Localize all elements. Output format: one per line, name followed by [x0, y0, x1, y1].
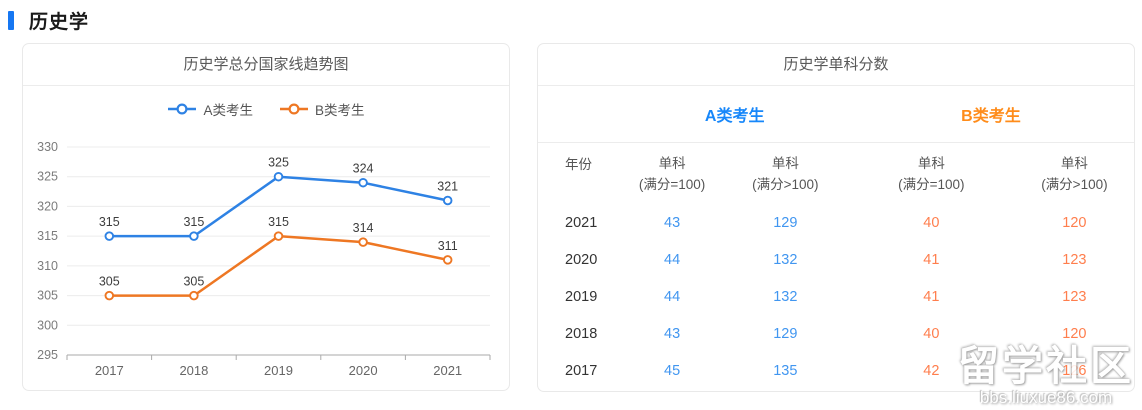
score-cell: 41 [923, 288, 940, 305]
accent-bar-icon [8, 11, 14, 30]
column-header: 单科 (满分=100) [638, 156, 706, 193]
score-cell: 40 [923, 325, 940, 342]
svg-text:325: 325 [37, 170, 58, 184]
group-header-spacer [538, 86, 622, 143]
score-cell: 44 [664, 251, 681, 268]
score-cell: 129 [773, 325, 798, 342]
score-cell: 126 [1062, 362, 1087, 379]
column-header: 单科 (满分>100) [1041, 156, 1108, 193]
table-row: 2020 44 132 41 123 [538, 241, 1134, 278]
column-header-row: 年份 单科 (满分=100) 单科 (满分>100) 单科 (满分=100) 单科 (满分>10… [538, 142, 1134, 204]
column-header: 年份 [565, 156, 592, 172]
score-cell: 135 [773, 362, 798, 379]
svg-text:324: 324 [353, 162, 374, 176]
svg-text:295: 295 [37, 348, 58, 362]
group-header-a: A类考生 [621, 86, 848, 143]
svg-text:314: 314 [353, 221, 374, 235]
svg-text:2018: 2018 [179, 363, 208, 378]
score-cell: 129 [773, 214, 798, 231]
score-cell: 120 [1062, 325, 1087, 342]
legend-marker-icon [168, 103, 197, 115]
table-card-title: 历史学单科分数 [538, 44, 1134, 86]
year-cell: 2018 [565, 325, 598, 342]
svg-text:315: 315 [183, 215, 204, 229]
chart-card: 历史学总分国家线趋势图 A类考生 B类考生 295 300 305 310 315 320 3… [22, 43, 510, 391]
svg-text:2019: 2019 [264, 363, 293, 378]
group-header-b: B类考生 [847, 86, 1134, 143]
column-header: 单科 (满分=100) [898, 156, 965, 193]
table-row: 2017 45 135 42 126 [538, 352, 1134, 389]
score-cell: 43 [664, 325, 681, 342]
legend-marker-icon [280, 103, 308, 115]
svg-text:330: 330 [37, 140, 58, 154]
svg-text:305: 305 [183, 275, 204, 289]
svg-text:310: 310 [37, 259, 58, 273]
score-cell: 41 [923, 251, 940, 268]
svg-text:315: 315 [268, 215, 289, 229]
legend-item-b[interactable]: B类考生 [279, 99, 365, 119]
score-cell: 132 [773, 251, 798, 268]
score-cell: 123 [1062, 288, 1087, 305]
score-cell: 43 [664, 214, 681, 231]
svg-text:305: 305 [99, 275, 120, 289]
svg-text:305: 305 [37, 289, 58, 303]
svg-text:321: 321 [437, 180, 458, 194]
year-cell: 2020 [565, 251, 598, 268]
score-cell: 40 [923, 214, 940, 231]
legend-label: B类考生 [315, 103, 365, 118]
svg-text:2017: 2017 [95, 363, 124, 378]
table-card: 历史学单科分数 A类考生 B类考生 年份 单科 (满分=100) 单科 (满分>100)… [537, 43, 1135, 392]
score-cell: 120 [1062, 214, 1087, 231]
score-table-body: 2021 43 129 40 120 2020 44 132 41 123 2019 44 132 41 1… [538, 204, 1134, 389]
svg-text:315: 315 [99, 215, 120, 229]
svg-text:311: 311 [438, 239, 458, 253]
svg-text:300: 300 [37, 318, 58, 332]
cards-container: 历史学总分国家线趋势图 A类考生 B类考生 295 300 305 310 315 320 3… [0, 43, 1142, 392]
svg-text:2021: 2021 [433, 363, 462, 378]
score-table: A类考生 B类考生 年份 单科 (满分=100) 单科 (满分>100) 单科 (满分=10… [538, 86, 1134, 389]
year-cell: 2017 [565, 362, 598, 379]
score-cell: 132 [773, 288, 798, 305]
chart-legend: A类考生 B类考生 [23, 99, 509, 119]
score-cell: 44 [664, 288, 681, 305]
table-row: 2018 43 129 40 120 [538, 315, 1134, 352]
column-header: 单科 (满分>100) [752, 156, 819, 193]
section-header: 历史学 [0, 0, 1142, 43]
table-row: 2021 43 129 40 120 [538, 204, 1134, 241]
svg-text:315: 315 [37, 229, 58, 243]
svg-text:320: 320 [37, 199, 58, 213]
score-cell: 42 [923, 362, 940, 379]
legend-item-a[interactable]: A类考生 [167, 99, 253, 119]
year-cell: 2019 [565, 288, 598, 305]
group-header-row: A类考生 B类考生 [538, 86, 1134, 143]
table-row: 2019 44 132 41 123 [538, 278, 1134, 315]
svg-text:325: 325 [268, 156, 289, 170]
score-cell: 123 [1062, 251, 1087, 268]
page-title: 历史学 [29, 12, 90, 33]
trend-line-chart: 295 300 305 310 315 320 325 330 2017 2018 2019 2020… [37, 140, 491, 378]
score-cell: 45 [664, 362, 681, 379]
legend-label: A类考生 [203, 103, 253, 118]
year-cell: 2021 [565, 214, 598, 231]
svg-text:2020: 2020 [349, 363, 378, 378]
chart-card-title: 历史学总分国家线趋势图 [23, 44, 509, 86]
